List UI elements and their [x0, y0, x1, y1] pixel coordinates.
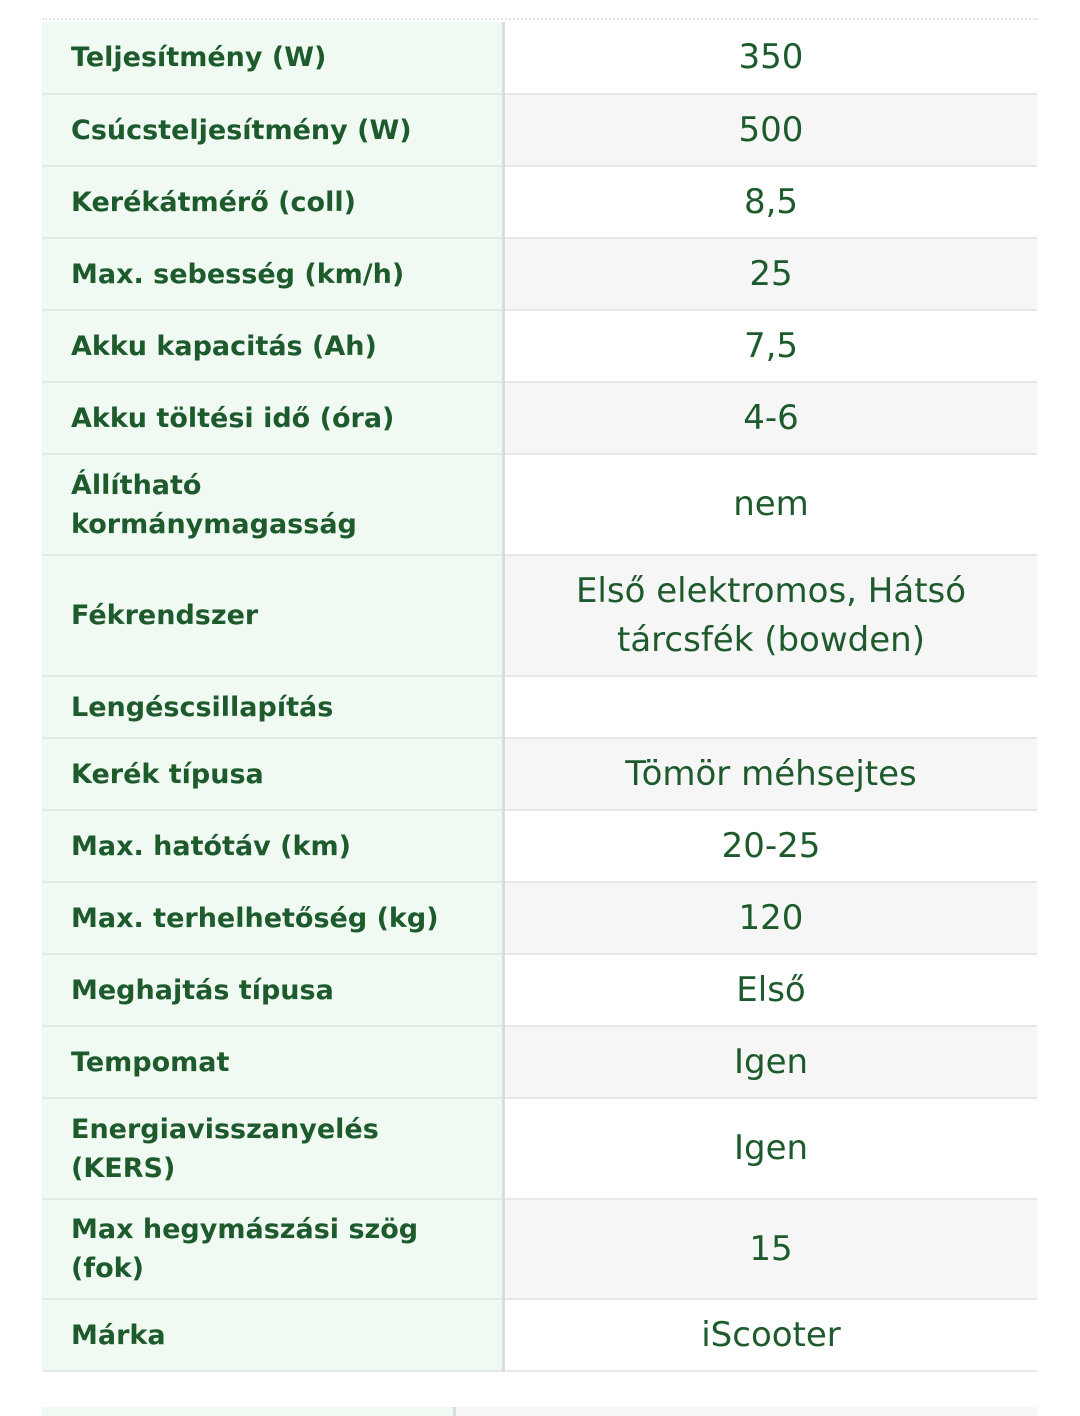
- spec-label: Akku töltési idő (óra): [42, 382, 505, 455]
- spec-value: 20-25: [503, 810, 1037, 883]
- spec-label: Max hegymászási szög (fok): [42, 1199, 505, 1300]
- divider: [42, 18, 1038, 20]
- spec-row: Akku kapacitás (Ah) 7,5: [42, 310, 1037, 383]
- spec-row: Kerék típusa Tömör méhsejtes: [42, 738, 1037, 811]
- spec-value: 350: [503, 22, 1037, 95]
- spec-row: Kerékátmérő (coll) 8,5: [42, 166, 1037, 239]
- spec-label: Max. sebesség (km/h): [42, 238, 505, 311]
- spec-label: Állítható kormánymagasság: [42, 454, 505, 556]
- spec-value: 25: [503, 238, 1037, 311]
- partial-row: [42, 1407, 1037, 1416]
- spec-label: Tempomat: [42, 1026, 505, 1099]
- spec-row: Fékrendszer Első elektromos, Hátsó tárcsf…: [42, 555, 1037, 677]
- spec-label: Kerék típusa: [42, 738, 505, 811]
- spec-value: 500: [503, 94, 1037, 167]
- spec-value: 8,5: [503, 166, 1037, 239]
- spec-label: Lengéscsillapítás: [42, 676, 505, 739]
- spec-row: Állítható kormánymagasság nem: [42, 454, 1037, 556]
- spec-row: Tempomat Igen: [42, 1026, 1037, 1099]
- spec-label: Meghajtás típusa: [42, 954, 505, 1027]
- spec-row: Lengéscsillapítás: [42, 676, 1037, 739]
- spec-label: Akku kapacitás (Ah): [42, 310, 505, 383]
- spec-row: Max hegymászási szög (fok) 15: [42, 1199, 1037, 1300]
- spec-value: Igen: [503, 1098, 1037, 1200]
- spec-value: iScooter: [503, 1299, 1037, 1372]
- spec-value: 4-6: [503, 382, 1037, 455]
- spec-value: Igen: [503, 1026, 1037, 1099]
- spec-value: Első: [503, 954, 1037, 1027]
- spec-row: Max. sebesség (km/h) 25: [42, 238, 1037, 311]
- spec-row: Csúcsteljesítmény (W) 500: [42, 94, 1037, 167]
- spec-row: Max. hatótáv (km) 20-25: [42, 810, 1037, 883]
- spec-label: Márka: [42, 1299, 505, 1372]
- spec-table: Teljesítmény (W) 350 Csúcsteljesítmény (W)…: [42, 22, 1037, 1372]
- spec-row: Energiavisszanyelés (KERS) Igen: [42, 1098, 1037, 1200]
- spec-label: Fékrendszer: [42, 555, 505, 677]
- spec-label: Energiavisszanyelés (KERS): [42, 1098, 505, 1200]
- spec-row: Akku töltési idő (óra) 4-6: [42, 382, 1037, 455]
- spec-row: Márka iScooter: [42, 1299, 1037, 1372]
- spec-value: 7,5: [503, 310, 1037, 383]
- spec-row: Meghajtás típusa Első: [42, 954, 1037, 1027]
- spec-row: Teljesítmény (W) 350: [42, 22, 1037, 95]
- spec-value: Első elektromos, Hátsó tárcsfék (bowden): [503, 555, 1037, 677]
- spec-label: Kerékátmérő (coll): [42, 166, 505, 239]
- spec-value: [503, 676, 1037, 739]
- spec-label: Csúcsteljesítmény (W): [42, 94, 505, 167]
- spec-value: nem: [503, 454, 1037, 556]
- spec-value: 120: [503, 882, 1037, 955]
- spec-row: Max. terhelhetőség (kg) 120: [42, 882, 1037, 955]
- spec-label: Teljesítmény (W): [42, 22, 505, 95]
- spec-value: Tömör méhsejtes: [503, 738, 1037, 811]
- spec-value: 15: [503, 1199, 1037, 1300]
- spec-label: Max. hatótáv (km): [42, 810, 505, 883]
- spec-label: Max. terhelhetőség (kg): [42, 882, 505, 955]
